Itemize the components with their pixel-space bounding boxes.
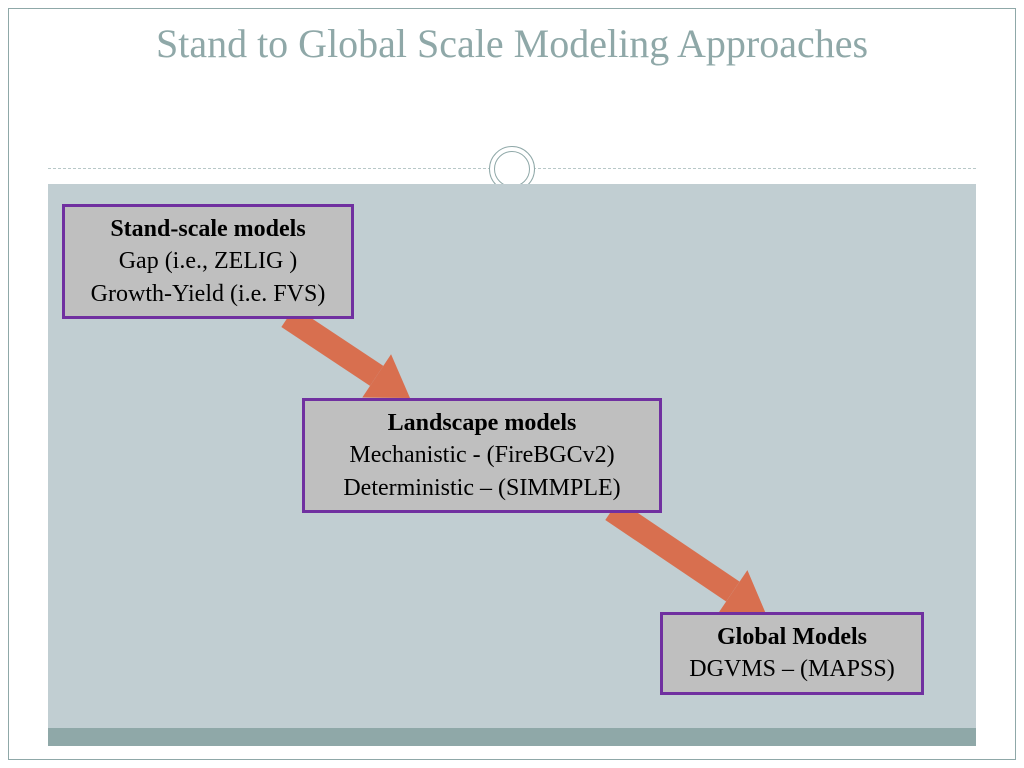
node-landscape-heading: Landscape models [317, 407, 647, 439]
node-global-heading: Global Models [675, 621, 909, 653]
title-area: Stand to Global Scale Modeling Approache… [0, 20, 1024, 67]
node-landscape-line1: Mechanistic - (FireBGCv2) [317, 439, 647, 471]
bottom-accent-bar [48, 728, 976, 746]
node-stand-heading: Stand-scale models [77, 213, 339, 245]
node-stand-line1: Gap (i.e., ZELIG ) [77, 245, 339, 277]
node-stand-line2: Growth-Yield (i.e. FVS) [77, 278, 339, 310]
node-landscape: Landscape models Mechanistic - (FireBGCv… [302, 398, 662, 513]
node-global-line1: DGVMS – (MAPSS) [675, 653, 909, 685]
node-global: Global Models DGVMS – (MAPSS) [660, 612, 924, 695]
node-landscape-line2: Deterministic – (SIMMPLE) [317, 472, 647, 504]
node-stand-scale: Stand-scale models Gap (i.e., ZELIG ) Gr… [62, 204, 354, 319]
slide-title: Stand to Global Scale Modeling Approache… [0, 20, 1024, 67]
title-circle-inner [494, 151, 530, 187]
